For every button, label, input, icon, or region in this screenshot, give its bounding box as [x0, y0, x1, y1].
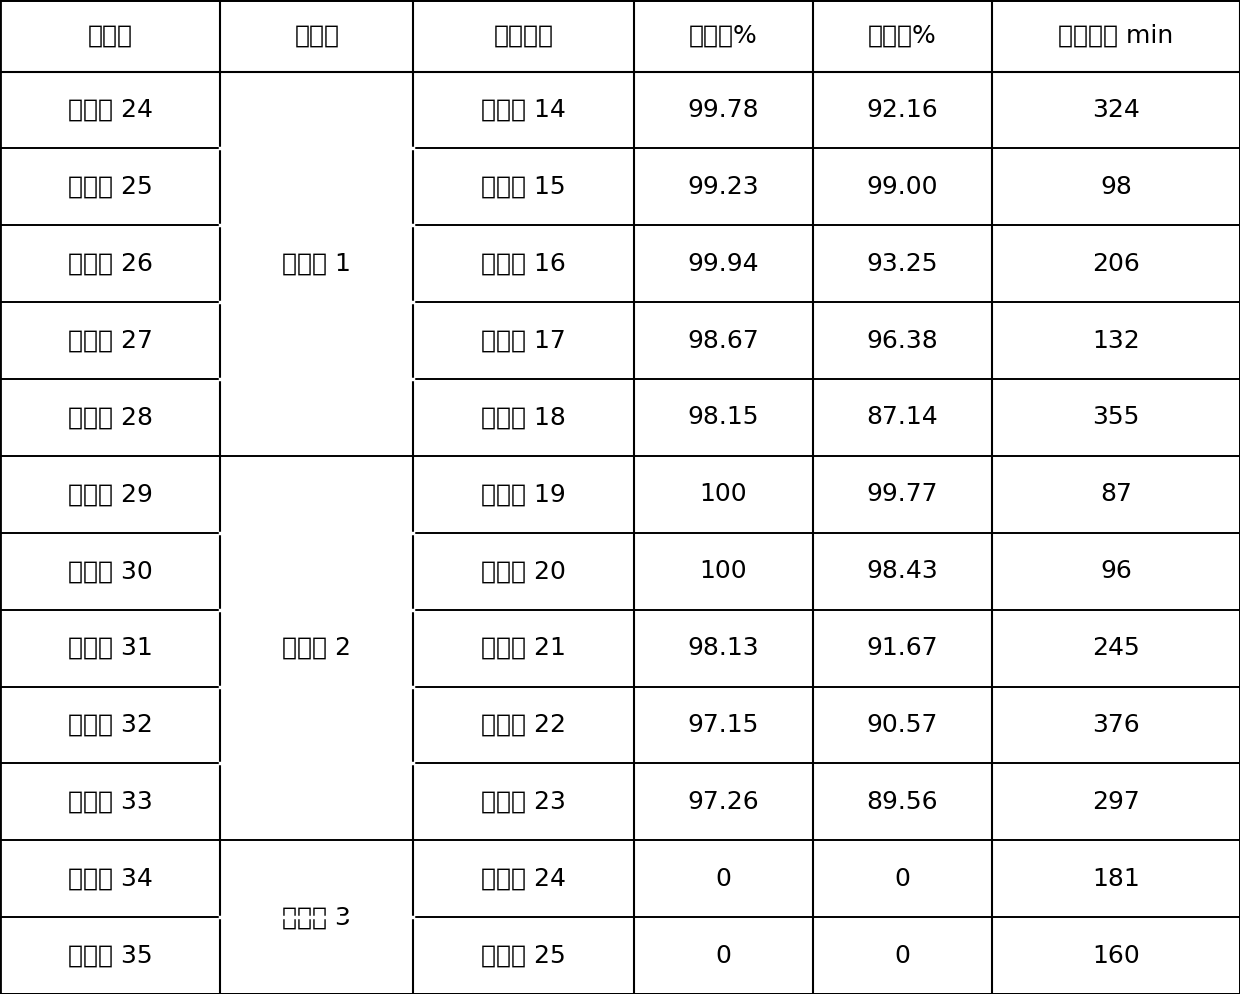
- Text: 96: 96: [1100, 560, 1132, 583]
- Text: 98.13: 98.13: [687, 636, 759, 660]
- Text: 比较例 1: 比较例 1: [283, 251, 351, 275]
- Text: 实施例 24: 实施例 24: [481, 867, 565, 891]
- Text: 实施例 16: 实施例 16: [481, 251, 565, 275]
- Text: 0: 0: [715, 867, 732, 891]
- Text: 实施例 23: 实施例 23: [481, 790, 565, 814]
- Text: 实施例 28: 实施例 28: [68, 406, 153, 429]
- Text: 99.94: 99.94: [687, 251, 759, 275]
- Text: 93.25: 93.25: [867, 251, 939, 275]
- Text: 206: 206: [1092, 251, 1140, 275]
- Text: 98: 98: [1100, 175, 1132, 199]
- Text: 90.57: 90.57: [867, 713, 939, 737]
- Text: 实施例 20: 实施例 20: [481, 560, 565, 583]
- Text: 132: 132: [1092, 329, 1140, 353]
- Text: 100: 100: [699, 560, 748, 583]
- Text: 实施例 34: 实施例 34: [68, 867, 153, 891]
- Text: 实施例 21: 实施例 21: [481, 636, 565, 660]
- Text: 实施例 35: 实施例 35: [68, 943, 153, 967]
- Text: 376: 376: [1092, 713, 1140, 737]
- Text: 97.15: 97.15: [688, 713, 759, 737]
- Text: 转化率%: 转化率%: [689, 24, 758, 48]
- Text: 160: 160: [1092, 943, 1140, 967]
- Text: 99.23: 99.23: [687, 175, 759, 199]
- Text: 实施例 24: 实施例 24: [68, 98, 153, 122]
- Text: 实施例 27: 实施例 27: [68, 329, 153, 353]
- Text: 实施例: 实施例: [88, 24, 133, 48]
- Text: 89.56: 89.56: [867, 790, 939, 814]
- Text: 催化剂: 催化剂: [294, 24, 340, 48]
- Text: 98.15: 98.15: [688, 406, 759, 429]
- Text: 0: 0: [894, 943, 910, 967]
- Text: 91.67: 91.67: [867, 636, 939, 660]
- Text: 实施例 15: 实施例 15: [481, 175, 565, 199]
- Text: 实施例 29: 实施例 29: [68, 482, 153, 506]
- Text: 99.00: 99.00: [867, 175, 939, 199]
- Text: 实施例 25: 实施例 25: [481, 943, 565, 967]
- Text: 实施例 33: 实施例 33: [68, 790, 153, 814]
- Text: 0: 0: [715, 943, 732, 967]
- Text: 选择性%: 选择性%: [868, 24, 936, 48]
- Text: 99.77: 99.77: [867, 482, 939, 506]
- Text: 100: 100: [699, 482, 748, 506]
- Text: 99.78: 99.78: [687, 98, 759, 122]
- Text: 实施例 18: 实施例 18: [481, 406, 565, 429]
- Text: 92.16: 92.16: [867, 98, 939, 122]
- Text: 87: 87: [1100, 482, 1132, 506]
- Text: 97.26: 97.26: [687, 790, 759, 814]
- Text: 实施例 32: 实施例 32: [68, 713, 153, 737]
- Text: 0: 0: [894, 867, 910, 891]
- Text: 245: 245: [1092, 636, 1140, 660]
- Text: 反应条件: 反应条件: [494, 24, 553, 48]
- Text: 87.14: 87.14: [867, 406, 939, 429]
- Text: 324: 324: [1092, 98, 1140, 122]
- Text: 实施例 19: 实施例 19: [481, 482, 565, 506]
- Text: 反应时间 min: 反应时间 min: [1059, 24, 1173, 48]
- Text: 实施例 25: 实施例 25: [68, 175, 153, 199]
- Text: 实施例 14: 实施例 14: [481, 98, 565, 122]
- Text: 比较例 2: 比较例 2: [283, 636, 351, 660]
- Text: 实施例 30: 实施例 30: [68, 560, 153, 583]
- Text: 98.43: 98.43: [867, 560, 939, 583]
- Text: 比较例 3: 比较例 3: [283, 906, 351, 929]
- Text: 实施例 31: 实施例 31: [68, 636, 153, 660]
- Text: 355: 355: [1092, 406, 1140, 429]
- Text: 181: 181: [1092, 867, 1140, 891]
- Text: 实施例 26: 实施例 26: [68, 251, 153, 275]
- Text: 96.38: 96.38: [867, 329, 939, 353]
- Text: 297: 297: [1092, 790, 1140, 814]
- Text: 98.67: 98.67: [687, 329, 759, 353]
- Text: 实施例 22: 实施例 22: [481, 713, 565, 737]
- Text: 实施例 17: 实施例 17: [481, 329, 565, 353]
